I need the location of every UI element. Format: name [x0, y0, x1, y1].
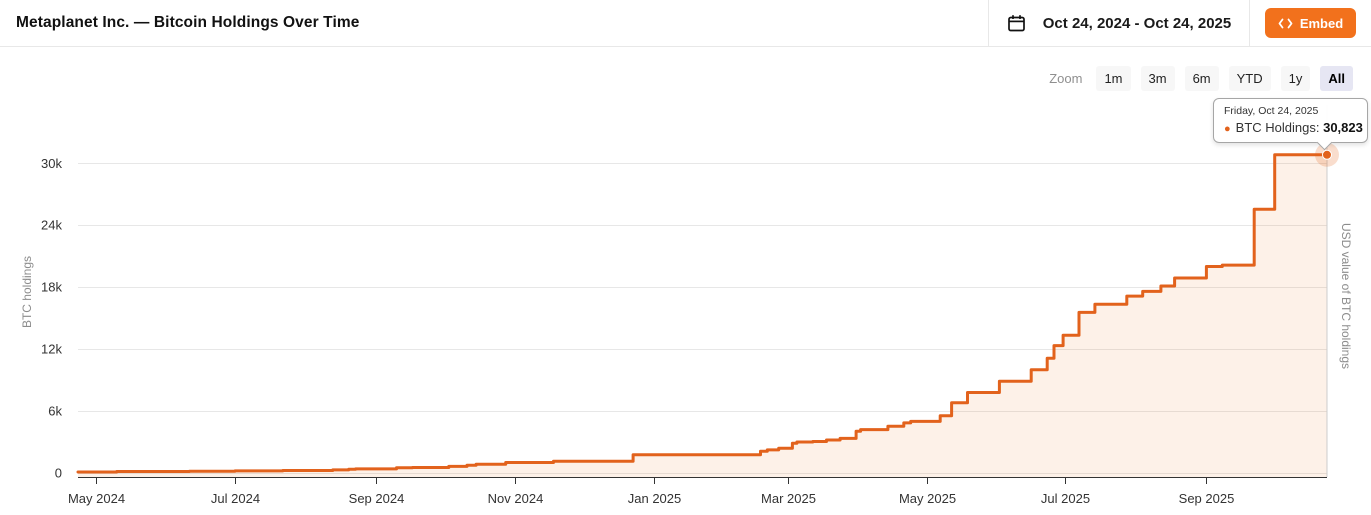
- svg-text:24k: 24k: [41, 218, 62, 233]
- svg-text:Mar 2025: Mar 2025: [761, 491, 816, 506]
- y-axis-title-left: BTC holdings: [20, 255, 34, 329]
- svg-text:6k: 6k: [48, 404, 62, 419]
- svg-text:Sep 2024: Sep 2024: [349, 491, 405, 506]
- series-bullet-icon: ●: [1224, 123, 1231, 135]
- svg-text:Sep 2025: Sep 2025: [1179, 491, 1235, 506]
- date-range-picker[interactable]: Oct 24, 2024 - Oct 24, 2025: [988, 0, 1250, 46]
- page-title: Metaplanet Inc. — Bitcoin Holdings Over …: [16, 14, 360, 31]
- zoom-label: Zoom: [1049, 71, 1083, 86]
- range-button-ytd[interactable]: YTD: [1228, 66, 1271, 91]
- title-wrap: Metaplanet Inc. — Bitcoin Holdings Over …: [0, 0, 988, 46]
- svg-text:Jan 2025: Jan 2025: [628, 491, 682, 506]
- range-button-all[interactable]: All: [1320, 66, 1353, 91]
- calendar-icon: [1007, 14, 1026, 33]
- embed-button[interactable]: Embed: [1264, 8, 1357, 38]
- tooltip-date: Friday, Oct 24, 2025: [1224, 105, 1319, 117]
- code-icon: [1278, 18, 1293, 29]
- date-range-text: Oct 24, 2024 - Oct 24, 2025: [1042, 14, 1232, 32]
- svg-text:Nov 2024: Nov 2024: [488, 491, 544, 506]
- tooltip-series-label: BTC Holdings:: [1235, 120, 1320, 135]
- range-button-1y[interactable]: 1y: [1280, 66, 1311, 91]
- range-button-1m[interactable]: 1m: [1096, 66, 1131, 91]
- svg-text:18k: 18k: [41, 280, 62, 295]
- svg-text:12k: 12k: [41, 342, 62, 357]
- embed-button-label: Embed: [1299, 15, 1344, 31]
- svg-text:May 2025: May 2025: [899, 491, 956, 506]
- tooltip-value: 30,823: [1323, 120, 1363, 135]
- chart-header: Metaplanet Inc. — Bitcoin Holdings Over …: [0, 0, 1371, 47]
- chart-tooltip: Friday, Oct 24, 2025 ● BTC Holdings: 30,8…: [1213, 98, 1368, 143]
- svg-text:May 2024: May 2024: [68, 491, 125, 506]
- svg-text:Jul 2025: Jul 2025: [1041, 491, 1090, 506]
- svg-text:0: 0: [55, 466, 62, 481]
- last-point-marker: [1322, 149, 1332, 160]
- embed-wrap: Embed: [1250, 0, 1371, 46]
- range-button-3m[interactable]: 3m: [1140, 66, 1175, 91]
- range-selector: Zoom 1m 3m 6m YTD 1y All: [1049, 66, 1353, 91]
- svg-text:30k: 30k: [41, 156, 62, 171]
- svg-text:Jul 2024: Jul 2024: [211, 491, 260, 506]
- tooltip-row: ● BTC Holdings: 30,823: [1224, 120, 1363, 135]
- y-axis-title-right: USD value of BTC holdings: [1339, 222, 1353, 370]
- range-button-6m[interactable]: 6m: [1184, 66, 1219, 91]
